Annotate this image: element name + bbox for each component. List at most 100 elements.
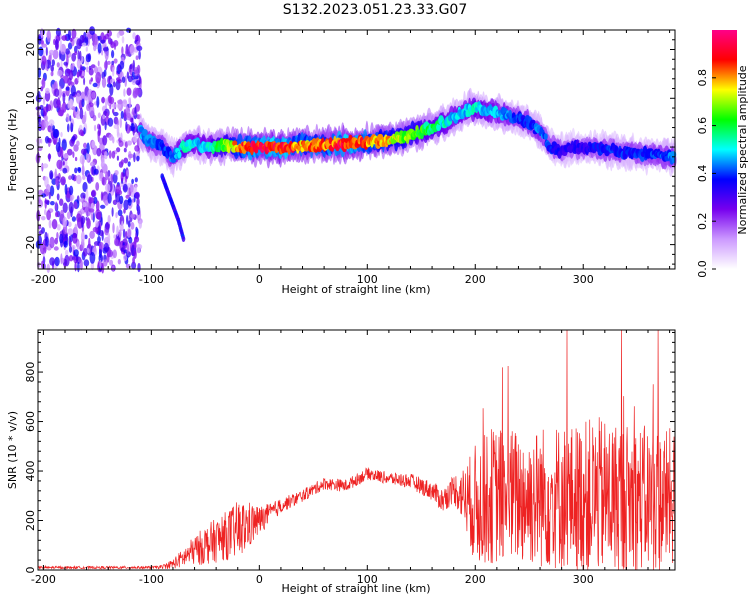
noise-blob bbox=[91, 190, 96, 197]
noise-blob bbox=[93, 196, 98, 204]
noise-blob bbox=[133, 152, 136, 163]
noise-blob bbox=[48, 191, 51, 200]
noise-blob bbox=[134, 177, 138, 183]
noise-blob bbox=[84, 111, 87, 123]
noise-blob bbox=[111, 103, 117, 109]
noise-blob bbox=[71, 173, 75, 181]
noise-blob bbox=[98, 124, 102, 136]
noise-blob bbox=[103, 259, 108, 267]
noise-blob bbox=[136, 45, 143, 52]
noise-blob bbox=[64, 254, 70, 267]
noise-blob bbox=[123, 208, 126, 214]
x-tick-label: -200 bbox=[31, 273, 56, 286]
noise-blob bbox=[121, 46, 124, 55]
snr-ylabel: SNR (10 * v/v) bbox=[6, 411, 19, 489]
noise-blob bbox=[111, 50, 115, 59]
noise-blob bbox=[107, 214, 111, 224]
noise-blob bbox=[46, 30, 52, 43]
spectrogram-ylabel: Frequency (Hz) bbox=[6, 109, 19, 192]
spectrogram-xlabel: Height of straight line (km) bbox=[281, 283, 430, 296]
noise-blob bbox=[48, 153, 51, 162]
noise-blob bbox=[64, 183, 68, 196]
noise-blob bbox=[113, 234, 117, 239]
noise-blob bbox=[129, 184, 134, 193]
noise-blob bbox=[132, 135, 137, 143]
noise-blob bbox=[77, 50, 80, 61]
y-tick-label: 0 bbox=[24, 144, 37, 151]
noise-blob bbox=[127, 228, 131, 238]
x-tick-label: 300 bbox=[573, 273, 594, 286]
noise-blob bbox=[86, 103, 91, 111]
noise-blob bbox=[54, 237, 58, 245]
noise-blob bbox=[101, 176, 107, 186]
noise-blob bbox=[84, 95, 88, 101]
noise-blob bbox=[79, 129, 84, 136]
noise-blob bbox=[67, 221, 72, 228]
noise-blob bbox=[87, 174, 93, 184]
noise-blob bbox=[86, 142, 90, 155]
noise-blob bbox=[94, 66, 98, 74]
noise-blob bbox=[127, 97, 131, 104]
noise-blob bbox=[113, 124, 119, 130]
noise-blob bbox=[80, 215, 86, 225]
noise-blob bbox=[101, 49, 104, 56]
noise-blob bbox=[54, 201, 58, 211]
noise-blob bbox=[59, 39, 63, 52]
noise-blob bbox=[116, 225, 119, 237]
noise-blob bbox=[60, 146, 64, 159]
noise-blob bbox=[105, 171, 109, 181]
noise-blob bbox=[63, 75, 69, 84]
noise-blob bbox=[59, 233, 64, 244]
noise-blob bbox=[95, 200, 100, 212]
noise-blob bbox=[116, 147, 121, 153]
noise-blob bbox=[68, 70, 74, 81]
noise-blob bbox=[115, 184, 121, 195]
noise-blob bbox=[103, 242, 110, 252]
noise-blob bbox=[76, 174, 82, 185]
noise-blob bbox=[99, 259, 102, 269]
noise-blob bbox=[71, 216, 76, 222]
noise-blob bbox=[131, 261, 137, 270]
x-tick-label: 100 bbox=[357, 273, 378, 286]
branch-mark bbox=[181, 236, 186, 242]
noise-blob bbox=[100, 39, 106, 44]
noise-blob bbox=[59, 86, 62, 98]
noise-blob bbox=[69, 240, 72, 248]
noise-blob bbox=[116, 32, 120, 39]
noise-blob bbox=[102, 47, 109, 52]
noise-blob bbox=[112, 136, 115, 144]
noise-blob bbox=[72, 151, 75, 158]
noise-blob bbox=[84, 36, 89, 43]
noise-blob bbox=[38, 46, 44, 57]
y-tick-label: 10 bbox=[24, 91, 37, 105]
noise-blob bbox=[82, 247, 88, 257]
colorbar-tick-label: 0.0 bbox=[696, 260, 709, 278]
noise-blob bbox=[76, 140, 80, 147]
noise-blob bbox=[56, 62, 60, 68]
noise-blob bbox=[135, 226, 138, 233]
noise-blob bbox=[136, 197, 140, 207]
noise-blob bbox=[112, 249, 118, 259]
noise-blob bbox=[127, 220, 131, 228]
noise-blob bbox=[125, 121, 128, 132]
ridge-core-mark bbox=[297, 145, 302, 152]
noise-blob bbox=[81, 71, 86, 77]
noise-blob bbox=[72, 232, 78, 244]
noise-blob bbox=[133, 238, 137, 249]
noise-blob bbox=[59, 209, 65, 222]
x-tick-label: 0 bbox=[256, 273, 263, 286]
ridge-core-mark bbox=[671, 156, 676, 164]
noise-blob bbox=[48, 49, 55, 56]
noise-blob bbox=[133, 75, 139, 80]
noise-blob bbox=[122, 183, 128, 193]
noise-blob bbox=[111, 60, 115, 65]
noise-blob bbox=[131, 178, 135, 185]
noise-blob bbox=[69, 37, 73, 42]
noise-blob bbox=[55, 177, 59, 187]
noise-blob bbox=[68, 175, 72, 180]
ridge-core-mark bbox=[543, 133, 548, 141]
noise-blob bbox=[40, 40, 45, 45]
noise-blob bbox=[108, 176, 110, 185]
